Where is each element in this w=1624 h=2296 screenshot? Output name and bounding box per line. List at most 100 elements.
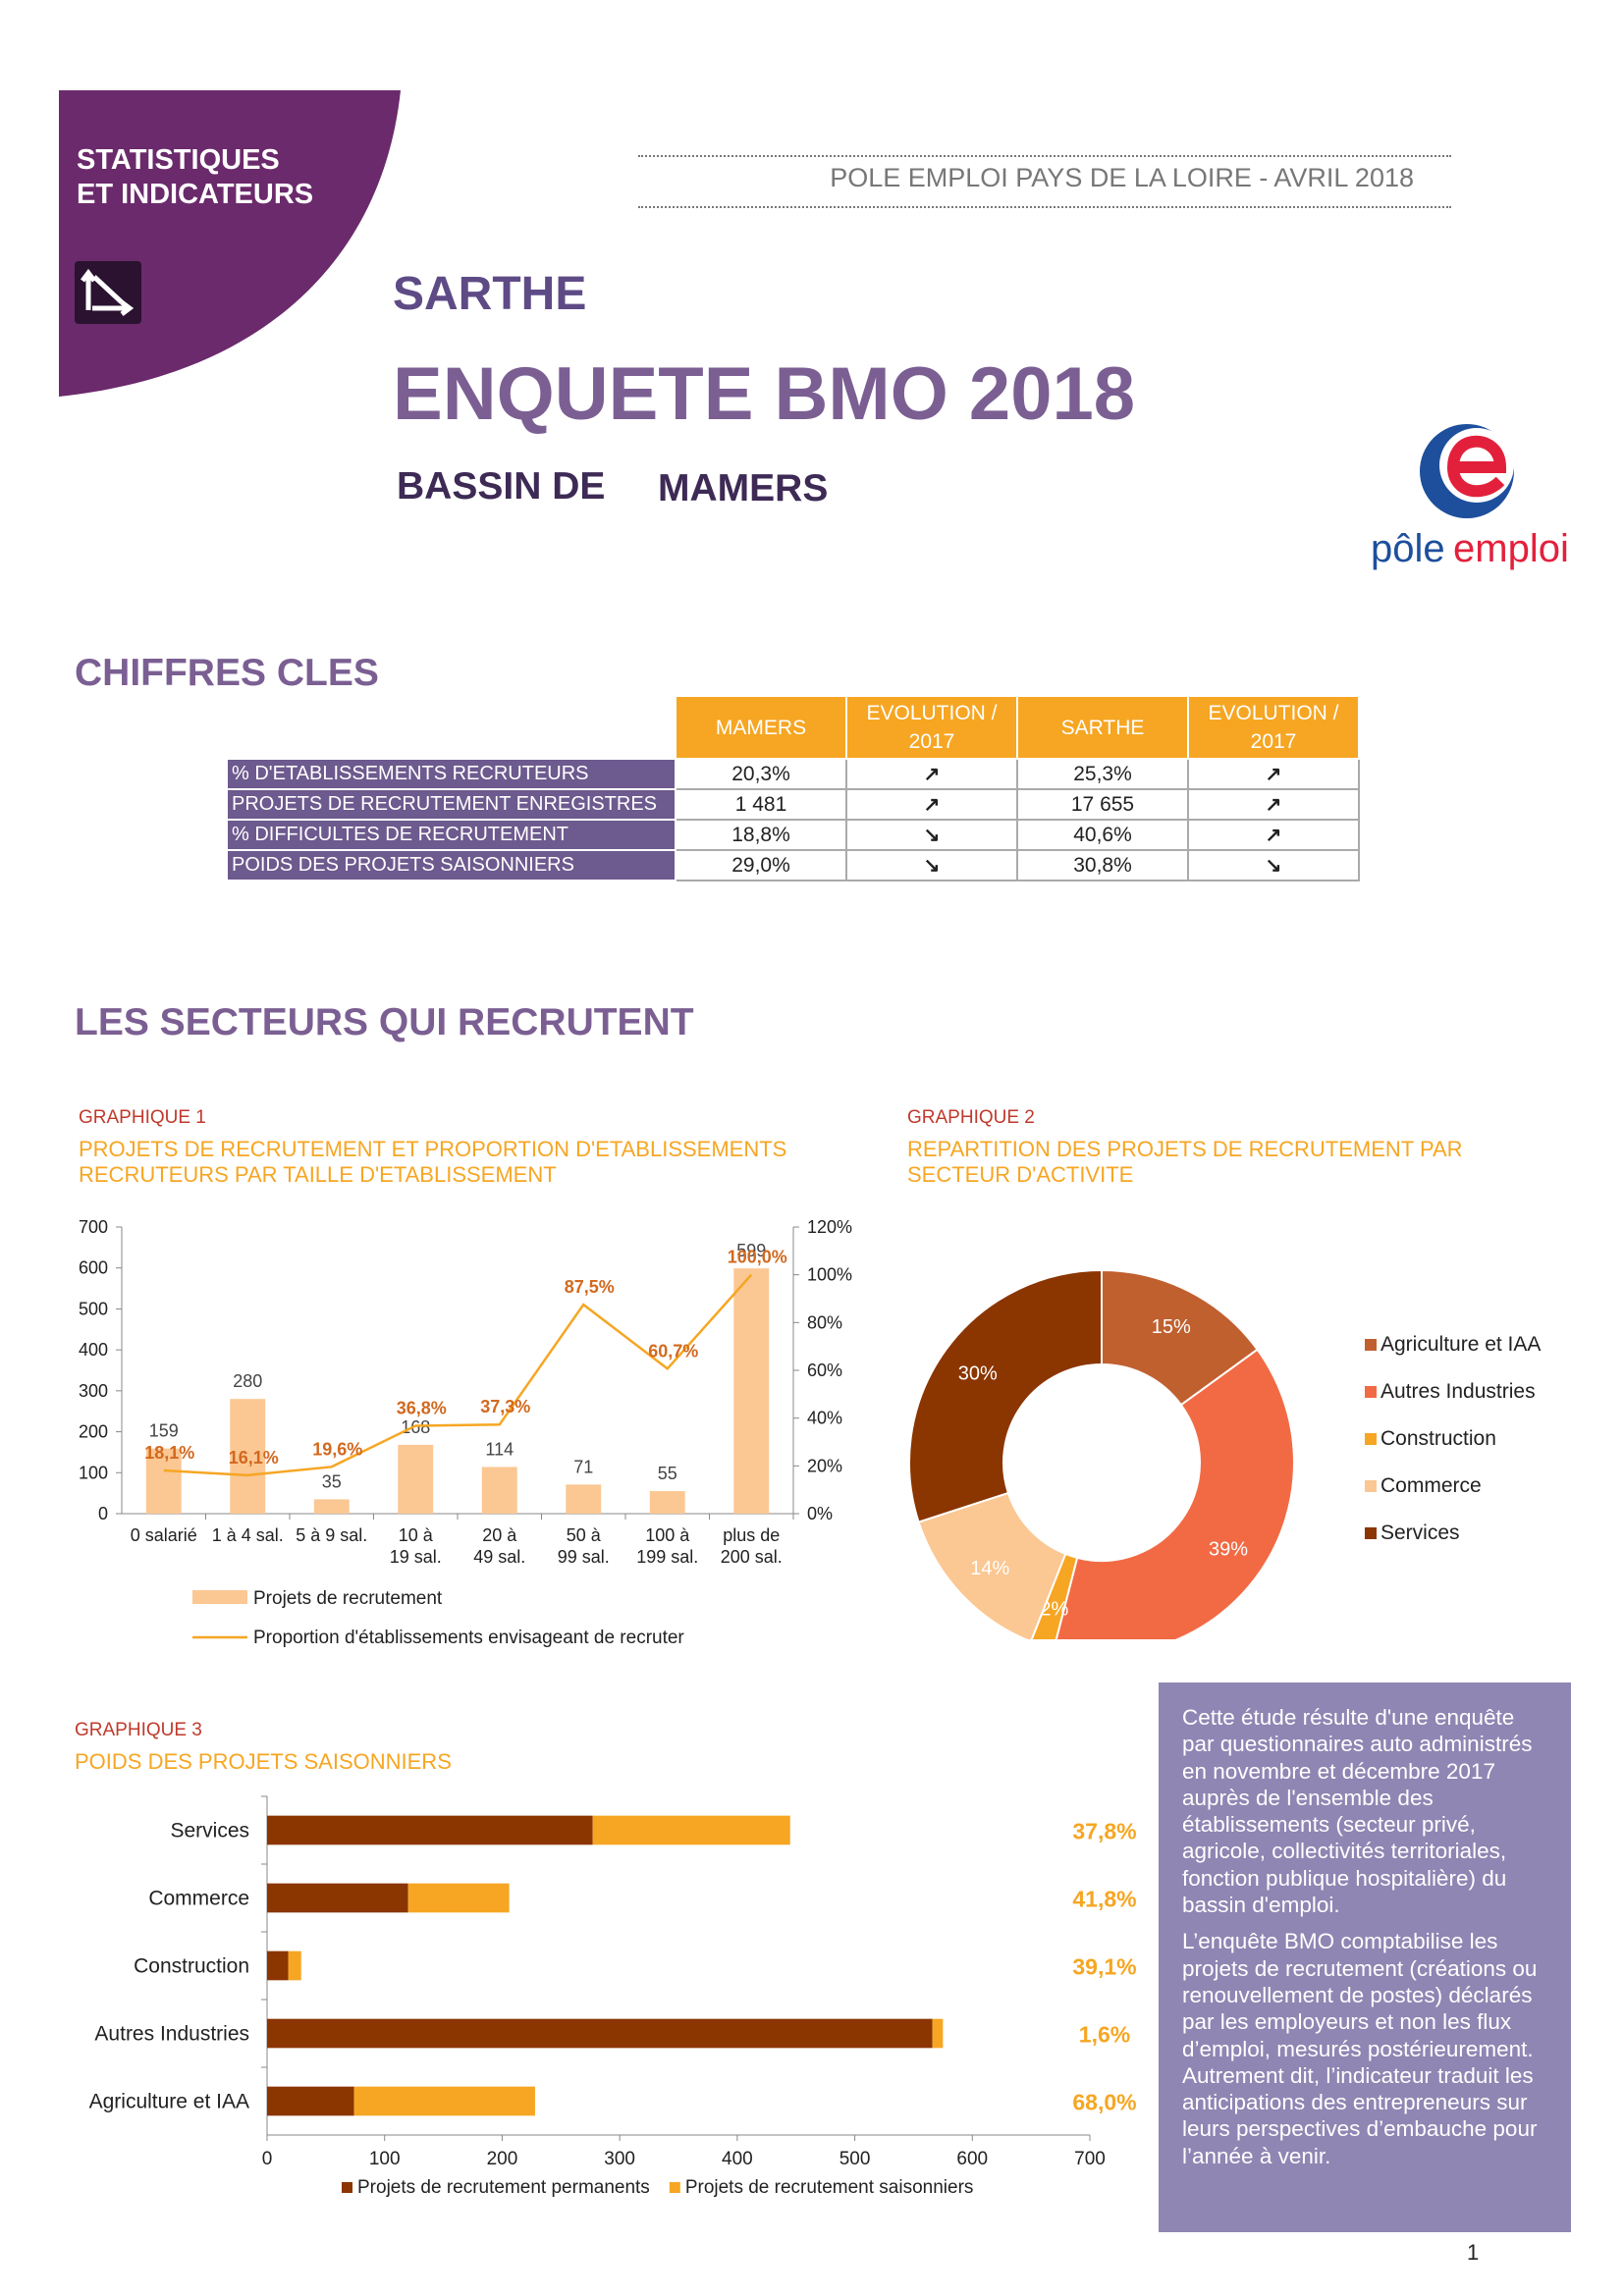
bar [649, 1491, 685, 1514]
x-tick-label: 500 [839, 2149, 871, 2169]
bar [145, 1448, 182, 1514]
category-label: 49 sal. [473, 1547, 525, 1567]
stacked-bar-segment [407, 1883, 510, 1913]
graph2-title-line1: REPARTITION DES PROJETS DE RECRUTEMENT P… [907, 1137, 1463, 1161]
column-header-basin-evolution: EVOLUTION / 2017 [845, 695, 1018, 760]
legend-swatch [1365, 1386, 1377, 1398]
graph1-title-line2: RECRUTEURS PAR TAILLE D'ETABLISSEMENT [79, 1162, 557, 1187]
stacked-bar-segment [267, 2018, 933, 2049]
legend-label: Services [1380, 1522, 1460, 1544]
header-badge [59, 90, 401, 397]
key-figures-table: MAMERS EVOLUTION / 2017 SARTHE EVOLUTION… [226, 695, 1360, 881]
slice-label: 2% [1040, 1598, 1068, 1620]
logo-word-1: pôle [1371, 527, 1445, 570]
x-tick-label: 100 [369, 2149, 401, 2169]
y-tick-label: 200 [79, 1422, 108, 1442]
seasonal-share-label: 41,8% [1072, 1887, 1136, 1912]
y-tick-label: 700 [79, 1217, 108, 1237]
key-figures-title: CHIFFRES CLES [75, 652, 379, 694]
slice-label: 30% [958, 1362, 998, 1384]
y-tick-label: 300 [79, 1381, 108, 1401]
column-header-basin: MAMERS [675, 695, 847, 760]
category-label: 199 sal. [636, 1547, 698, 1567]
trend-arrow-icon: ↘ [845, 849, 1018, 881]
row-label: % D'ETABLISSEMENTS RECRUTEURS [226, 758, 677, 790]
trend-arrow-icon: ↘ [845, 819, 1018, 851]
basin-name: MAMERS [658, 467, 829, 509]
line-value-label: 16,1% [229, 1448, 279, 1468]
line-value-label: 100,0% [728, 1248, 787, 1267]
row-label: POIDS DES PROJETS SAISONNIERS [226, 849, 677, 881]
row-label: PROJETS DE RECRUTEMENT ENREGISTRES [226, 788, 677, 821]
category-label: 1 à 4 sal. [212, 1525, 284, 1545]
bar [481, 1467, 517, 1514]
bar-value-label: 159 [149, 1421, 179, 1441]
key-figures-corner [227, 696, 676, 759]
legend-label: Autres Industries [1380, 1380, 1536, 1403]
donut-slice [1055, 1348, 1295, 1639]
seasonal-share-label: 37,8% [1072, 1819, 1136, 1844]
trend-arrow-icon: ↘ [1187, 849, 1360, 881]
graph2-title-line2: SECTEUR D'ACTIVITE [907, 1162, 1134, 1187]
y2-tick-label: 0% [807, 1504, 833, 1523]
category-label: Services [170, 1820, 249, 1842]
legend-swatch [1365, 1480, 1377, 1492]
legend-swatch [669, 2182, 680, 2193]
pole-emploi-logo-icon: pôle emploi [1371, 424, 1569, 570]
dept-value: 40,6% [1016, 819, 1189, 851]
category-label: 5 à 9 sal. [296, 1525, 367, 1545]
donut-slice [908, 1268, 1103, 1523]
y2-tick-label: 60% [807, 1361, 842, 1380]
basin-value: 20,3% [675, 758, 847, 790]
bar-value-label: 71 [573, 1457, 593, 1476]
category-label: 19 sal. [390, 1547, 442, 1567]
y2-tick-label: 80% [807, 1312, 842, 1332]
header-divider-bottom [638, 206, 1451, 208]
y-tick-label: 0 [98, 1504, 108, 1523]
indicators-arrows-icon [75, 261, 141, 324]
bar-value-label: 280 [233, 1371, 262, 1391]
note-paragraph-1: Cette étude résulte d'une enquête par qu… [1182, 1705, 1533, 1918]
basin-label: BASSIN DE [397, 465, 606, 507]
category-label: Commerce [148, 1888, 249, 1910]
trend-arrow-icon: ↗ [1187, 788, 1360, 821]
graph1-title-line1: PROJETS DE RECRUTEMENT ET PROPORTION D'E… [79, 1137, 787, 1161]
page-number: 1 [1467, 2240, 1480, 2265]
table-row: % D'ETABLISSEMENTS RECRUTEURS 20,3% ↗ 25… [226, 758, 1360, 790]
table-row: POIDS DES PROJETS SAISONNIERS 29,0% ↘ 30… [226, 849, 1360, 881]
trend-arrow-icon: ↗ [1187, 758, 1360, 790]
key-figures-header-row: MAMERS EVOLUTION / 2017 SARTHE EVOLUTION… [227, 695, 1360, 760]
table-row: PROJETS DE RECRUTEMENT ENREGISTRES 1 481… [226, 788, 1360, 821]
column-header-dept: SARTHE [1016, 695, 1189, 760]
legend-label: Projets de recrutement permanents [357, 2177, 650, 2198]
basin-value: 29,0% [675, 849, 847, 881]
proportion-line [163, 1273, 753, 1477]
basin-value: 1 481 [675, 788, 847, 821]
table-row: % DIFFICULTES DE RECRUTEMENT 18,8% ↘ 40,… [226, 819, 1360, 851]
graph1-tag: GRAPHIQUE 1 [79, 1107, 206, 1128]
header-divider-top [638, 155, 1451, 157]
legend-swatch [1365, 1433, 1377, 1445]
stacked-bar-segment [267, 1950, 289, 1981]
x-tick-label: 0 [262, 2149, 273, 2169]
sectors-title: LES SECTEURS QUI RECRUTENT [75, 1001, 694, 1043]
trend-arrow-icon: ↗ [845, 758, 1018, 790]
legend-swatch [1365, 1527, 1377, 1539]
category-label: 200 sal. [721, 1547, 783, 1567]
y2-tick-label: 40% [807, 1409, 842, 1428]
dept-value: 25,3% [1016, 758, 1189, 790]
category-label: plus de [723, 1525, 780, 1545]
legend-swatch [1365, 1339, 1377, 1351]
badge-line-2: ET INDICATEURS [77, 179, 314, 210]
category-label: 100 à [645, 1525, 690, 1545]
trend-arrow-icon: ↗ [1187, 819, 1360, 851]
line-value-label: 87,5% [565, 1277, 615, 1297]
bar [398, 1444, 434, 1514]
bar [313, 1499, 350, 1514]
stacked-bar-segment [932, 2018, 944, 2049]
bar-value-label: 599 [736, 1241, 766, 1260]
stacked-bar-segment [288, 1950, 301, 1981]
category-label: 50 à [567, 1525, 602, 1545]
page-title: ENQUETE BMO 2018 [393, 352, 1135, 436]
legend-label: Commerce [1380, 1474, 1482, 1497]
